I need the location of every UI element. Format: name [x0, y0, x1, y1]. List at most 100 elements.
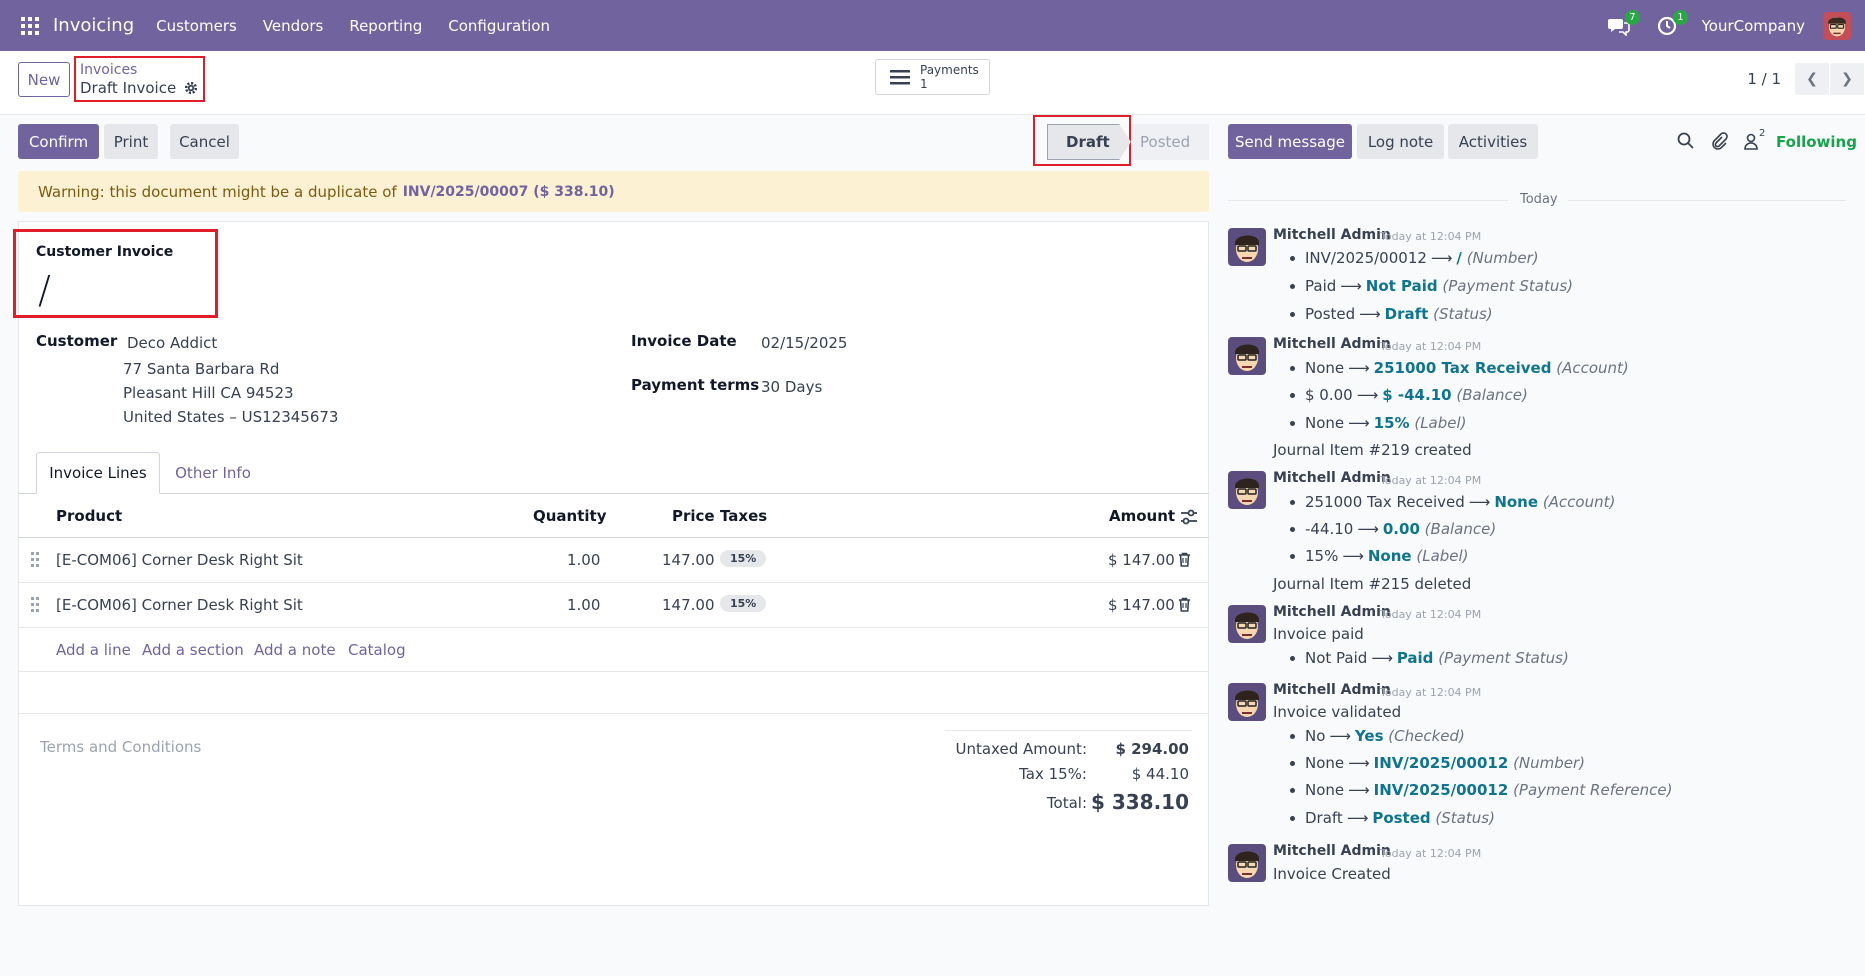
log-note-button[interactable]: Log note — [1357, 124, 1444, 159]
avatar[interactable] — [1228, 605, 1266, 643]
col-taxes[interactable]: Taxes — [720, 507, 768, 525]
message-author[interactable]: Mitchell Admin — [1273, 843, 1391, 859]
avatar[interactable] — [1228, 471, 1266, 509]
message-body: Journal Item #215 deleted — [1273, 575, 1472, 593]
activities-button[interactable]: 1 — [1654, 9, 1688, 39]
send-message-button[interactable]: Send message — [1228, 124, 1352, 159]
message-author[interactable]: Mitchell Admin — [1273, 227, 1391, 243]
col-product[interactable]: Product — [56, 507, 123, 525]
new-button[interactable]: New — [18, 62, 70, 97]
status-draft[interactable]: Draft — [1047, 124, 1131, 160]
activities-badge: 1 — [1673, 9, 1688, 25]
confirm-button[interactable]: Confirm — [18, 124, 99, 159]
gear-icon[interactable] — [184, 81, 198, 95]
avatar[interactable] — [1228, 337, 1266, 375]
message-author[interactable]: Mitchell Admin — [1273, 682, 1391, 698]
row-tax-badge[interactable]: 15% — [720, 550, 767, 567]
catalog-link[interactable]: Catalog — [348, 641, 406, 659]
message-author[interactable]: Mitchell Admin — [1273, 336, 1391, 352]
customer-label: Customer — [36, 332, 118, 350]
avatar[interactable] — [1228, 844, 1266, 882]
terms-conditions-field[interactable]: Terms and Conditions — [40, 738, 202, 756]
activities-button[interactable]: Activities — [1448, 124, 1538, 159]
row-amount: $ 147.00 — [1108, 551, 1175, 569]
breadcrumb-current-label: Draft Invoice — [80, 79, 177, 97]
pager-next-button[interactable]: ❯ — [1830, 63, 1864, 95]
tracking-value: Not Paid ⟶ Paid (Payment Status) — [1290, 649, 1569, 667]
following-button[interactable]: Following — [1776, 133, 1857, 151]
col-amount[interactable]: Amount — [1109, 507, 1176, 525]
date-separator-label: Today — [1520, 192, 1558, 207]
row-price[interactable]: 147.00 — [662, 551, 715, 569]
followers-icon[interactable] — [1742, 131, 1762, 151]
tab-other-info[interactable]: Other Info — [175, 464, 251, 482]
nav-configuration[interactable]: Configuration — [448, 16, 550, 35]
table-row[interactable]: [E-COM06] Corner Desk Right Sit 1.00 147… — [18, 583, 1209, 628]
duplicate-invoice-link[interactable]: INV/2025/00007 ($ 338.10) — [402, 183, 615, 200]
warning-text: Warning: this document might be a duplic… — [38, 182, 397, 201]
totals-divider — [945, 730, 1192, 731]
notebook-tabs: Invoice Lines Other Info — [18, 452, 1209, 494]
avatar[interactable] — [1228, 683, 1266, 721]
row-price[interactable]: 147.00 — [662, 596, 715, 614]
pager-value[interactable]: 1 / 1 — [1747, 70, 1781, 88]
breadcrumb-invoices[interactable]: Invoices — [80, 62, 138, 78]
tab-invoice-lines[interactable]: Invoice Lines — [36, 452, 160, 494]
add-section-link[interactable]: Add a section — [142, 641, 244, 659]
pager-previous-button[interactable]: ❮ — [1795, 63, 1829, 95]
nav-reporting[interactable]: Reporting — [349, 16, 423, 35]
customer-field[interactable]: Deco Addict — [127, 334, 218, 352]
drag-handle-icon[interactable] — [31, 552, 39, 568]
tracking-value: -44.10 ⟶ 0.00 (Balance) — [1290, 520, 1496, 538]
col-quantity[interactable]: Quantity — [533, 507, 607, 525]
column-settings-icon[interactable] — [1180, 509, 1198, 525]
app-brand[interactable]: Invoicing — [53, 15, 135, 36]
payments-smart-button[interactable]: Payments 1 — [875, 59, 990, 95]
cancel-button[interactable]: Cancel — [170, 124, 239, 159]
date-separator: Today — [1228, 192, 1846, 208]
search-icon[interactable] — [1676, 131, 1696, 151]
print-button[interactable]: Print — [104, 124, 158, 159]
tracking-value: None ⟶ 15% (Label) — [1290, 414, 1467, 432]
user-avatar[interactable] — [1823, 11, 1851, 40]
avatar[interactable] — [1228, 228, 1266, 266]
tracking-value: Paid ⟶ Not Paid (Payment Status) — [1290, 277, 1573, 295]
breadcrumb: Invoices Draft Invoice — [74, 56, 205, 102]
row-quantity[interactable]: 1.00 — [567, 596, 601, 614]
message-body: Invoice validated — [1273, 703, 1402, 721]
total-value: $ 338.10 — [1090, 790, 1189, 814]
message-author[interactable]: Mitchell Admin — [1273, 604, 1391, 620]
nav-customers[interactable]: Customers — [156, 16, 237, 35]
message-time: Today at 12:04 PM — [1380, 340, 1482, 353]
row-quantity[interactable]: 1.00 — [567, 551, 601, 569]
invoice-date-field[interactable]: 02/15/2025 — [761, 334, 848, 352]
message-body: Journal Item #219 created — [1273, 441, 1472, 459]
tracking-value: Draft ⟶ Posted (Status) — [1290, 809, 1495, 827]
tax-label: Tax 15%: — [1019, 765, 1087, 783]
company-switcher[interactable]: YourCompany — [1701, 16, 1805, 35]
row-product[interactable]: [E-COM06] Corner Desk Right Sit — [56, 551, 303, 569]
message-time: Today at 12:04 PM — [1380, 847, 1482, 860]
messages-button[interactable]: 7 — [1606, 9, 1640, 39]
add-line-link[interactable]: Add a line — [56, 641, 131, 659]
trash-icon[interactable] — [1178, 597, 1191, 612]
col-price[interactable]: Price — [672, 507, 715, 525]
apps-menu-icon[interactable] — [21, 16, 39, 35]
table-row[interactable]: [E-COM06] Corner Desk Right Sit 1.00 147… — [18, 538, 1209, 583]
customer-address-line3: United States – US12345673 — [123, 408, 339, 426]
add-note-link[interactable]: Add a note — [254, 641, 336, 659]
duplicate-warning: Warning: this document might be a duplic… — [18, 171, 1209, 212]
payment-terms-label: Payment terms — [631, 376, 760, 394]
status-posted[interactable]: Posted — [1131, 124, 1209, 160]
tracking-value: INV/2025/00012 ⟶ / (Number) — [1290, 249, 1539, 267]
top-navbar: Invoicing Customers Vendors Reporting Co… — [0, 0, 1865, 51]
drag-handle-icon[interactable] — [31, 597, 39, 613]
trash-icon[interactable] — [1178, 552, 1191, 567]
message-author[interactable]: Mitchell Admin — [1273, 470, 1391, 486]
chevron-right-icon: ❯ — [1841, 71, 1853, 87]
nav-vendors[interactable]: Vendors — [262, 16, 324, 35]
paperclip-icon[interactable] — [1709, 131, 1729, 151]
payment-terms-field[interactable]: 30 Days — [761, 378, 823, 396]
row-tax-badge[interactable]: 15% — [720, 595, 767, 612]
row-product[interactable]: [E-COM06] Corner Desk Right Sit — [56, 596, 303, 614]
